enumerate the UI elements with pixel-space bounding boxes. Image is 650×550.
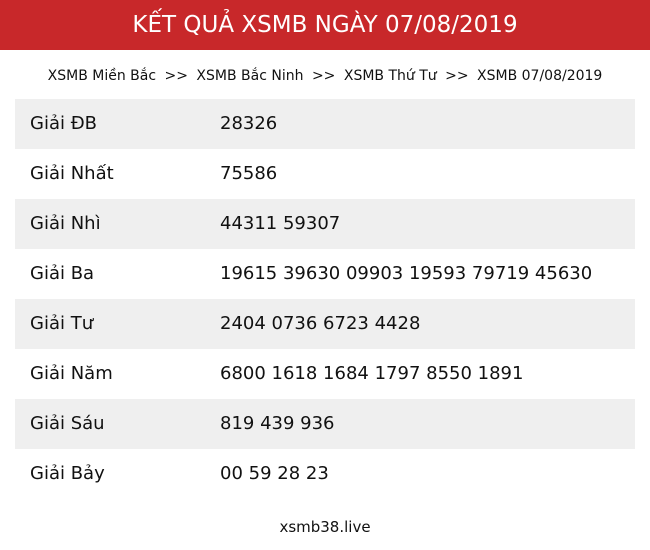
prize-numbers: 75586	[220, 163, 278, 184]
footer-site-name: xsmb38.live	[279, 518, 371, 536]
breadcrumb-link-bac-ninh[interactable]: XSMB Bắc Ninh	[196, 68, 304, 84]
page-title: KẾT QUẢ XSMB NGÀY 07/08/2019	[132, 12, 518, 38]
table-row: Giải Nhất 75586	[15, 149, 635, 199]
table-row: Giải Năm 6800 1618 1684 1797 8550 1891	[15, 349, 635, 399]
prize-label: Giải Bảy	[30, 463, 105, 484]
results-table: Giải ĐB 28326 Giải Nhất 75586 Giải Nhì 4431…	[15, 99, 635, 499]
table-row: Giải Sáu 819 439 936	[15, 399, 635, 449]
breadcrumb-separator: >>	[164, 68, 188, 84]
breadcrumb: XSMB Miền Bắc >> XSMB Bắc Ninh >> XSMB T…	[0, 66, 650, 86]
table-row: Giải ĐB 28326	[15, 99, 635, 149]
breadcrumb-link-thu-tu[interactable]: XSMB Thứ Tư	[343, 68, 437, 84]
breadcrumb-current-date[interactable]: XSMB 07/08/2019	[477, 68, 603, 84]
prize-numbers: 00 59 28 23	[220, 463, 329, 484]
prize-label: Giải Sáu	[30, 413, 105, 434]
table-row: Giải Nhì 44311 59307	[15, 199, 635, 249]
prize-label: Giải Tư	[30, 313, 94, 334]
page-header: KẾT QUẢ XSMB NGÀY 07/08/2019	[0, 0, 650, 50]
table-row: Giải Ba 19615 39630 09903 19593 79719 456…	[15, 249, 635, 299]
prize-numbers: 819 439 936	[220, 413, 335, 434]
breadcrumb-separator: >>	[311, 68, 336, 84]
prize-numbers: 28326	[220, 113, 278, 134]
prize-numbers: 44311 59307	[220, 213, 341, 234]
prize-label: Giải ĐB	[30, 113, 97, 134]
prize-label: Giải Nhì	[30, 213, 101, 234]
prize-numbers: 6800 1618 1684 1797 8550 1891	[220, 363, 524, 384]
prize-numbers: 2404 0736 6723 4428	[220, 313, 421, 334]
prize-label: Giải Năm	[30, 363, 113, 384]
breadcrumb-link-mien-bac[interactable]: XSMB Miền Bắc	[47, 68, 157, 84]
breadcrumb-separator: >>	[445, 68, 469, 84]
table-row: Giải Bảy 00 59 28 23	[15, 449, 635, 499]
prize-label: Giải Nhất	[30, 163, 114, 184]
prize-label: Giải Ba	[30, 263, 95, 284]
table-row: Giải Tư 2404 0736 6723 4428	[15, 299, 635, 349]
prize-numbers: 19615 39630 09903 19593 79719 45630	[220, 263, 593, 284]
